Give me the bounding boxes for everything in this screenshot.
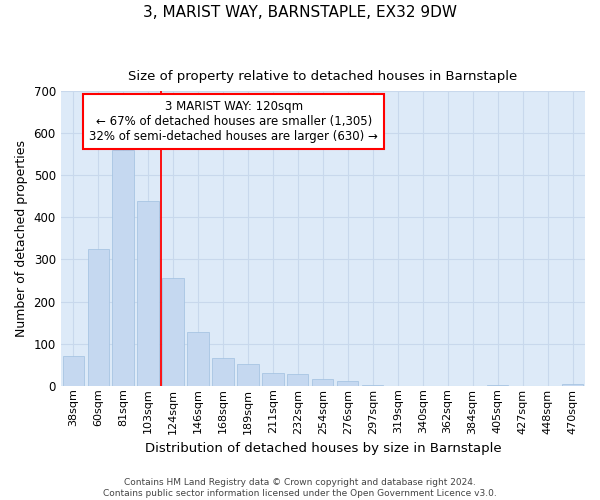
Bar bbox=[88, 249, 109, 386]
Bar bbox=[362, 384, 383, 386]
Y-axis label: Number of detached properties: Number of detached properties bbox=[15, 140, 28, 337]
Bar bbox=[287, 374, 308, 386]
Bar bbox=[112, 150, 134, 386]
Bar bbox=[238, 364, 259, 386]
Bar bbox=[337, 380, 358, 386]
Title: Size of property relative to detached houses in Barnstaple: Size of property relative to detached ho… bbox=[128, 70, 517, 83]
Text: 3, MARIST WAY, BARNSTAPLE, EX32 9DW: 3, MARIST WAY, BARNSTAPLE, EX32 9DW bbox=[143, 5, 457, 20]
Bar bbox=[137, 200, 158, 386]
Bar bbox=[562, 384, 583, 386]
Bar bbox=[212, 358, 233, 386]
X-axis label: Distribution of detached houses by size in Barnstaple: Distribution of detached houses by size … bbox=[145, 442, 501, 455]
Bar bbox=[187, 332, 209, 386]
Bar bbox=[62, 356, 84, 386]
Text: 3 MARIST WAY: 120sqm
← 67% of detached houses are smaller (1,305)
32% of semi-de: 3 MARIST WAY: 120sqm ← 67% of detached h… bbox=[89, 100, 378, 143]
Bar bbox=[163, 278, 184, 386]
Bar bbox=[312, 379, 334, 386]
Text: Contains HM Land Registry data © Crown copyright and database right 2024.
Contai: Contains HM Land Registry data © Crown c… bbox=[103, 478, 497, 498]
Bar bbox=[262, 373, 284, 386]
